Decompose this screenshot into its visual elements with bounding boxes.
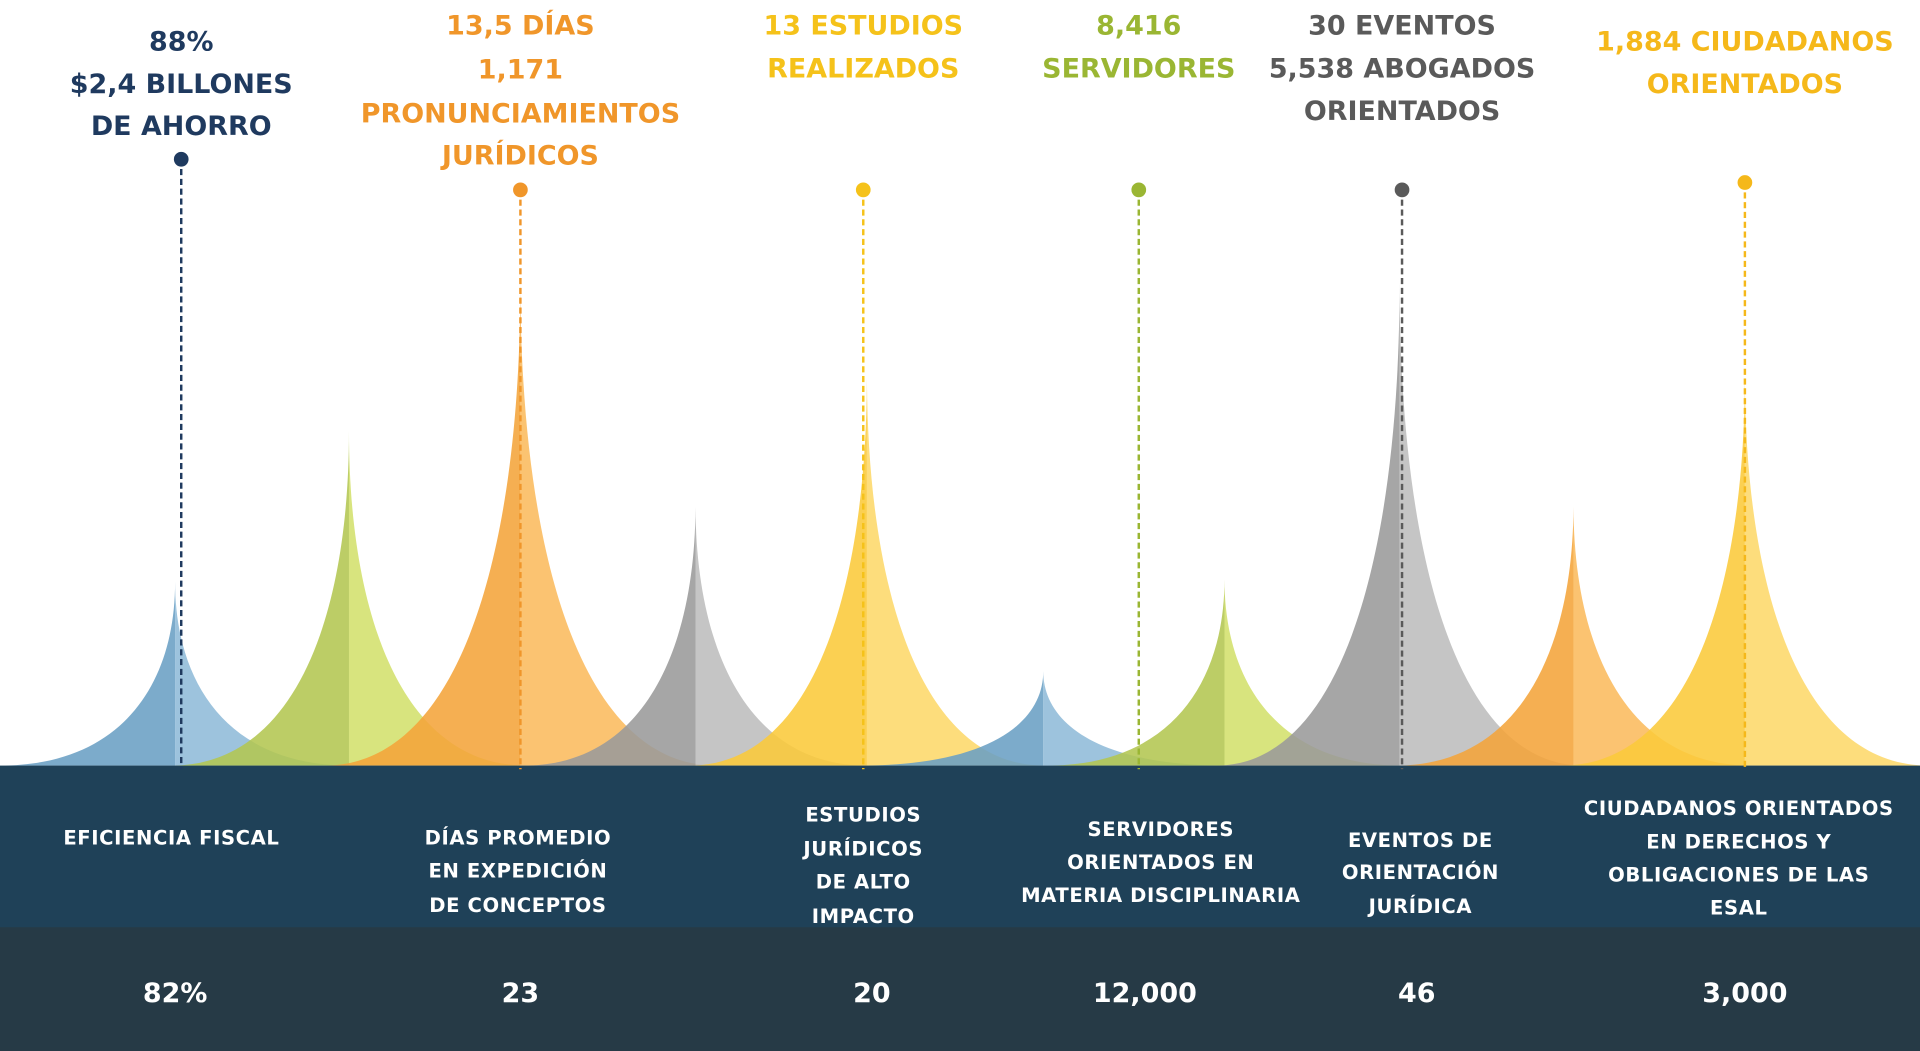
peak-right — [1744, 373, 1920, 766]
value-band — [0, 927, 1920, 1051]
leader-dot — [1394, 182, 1410, 198]
highlight-text: 1,884 CIUDADANOS — [1596, 26, 1893, 57]
value-text: 3,000 — [1702, 978, 1787, 1009]
category-label: EVENTOS DE — [1348, 829, 1493, 852]
highlight-text: $2,4 BILLONES — [70, 69, 293, 100]
highlight-text: 88% — [149, 26, 213, 57]
highlight-text: REALIZADOS — [767, 53, 959, 84]
category-label: DE ALTO — [816, 871, 911, 894]
category-label: ORIENTADOS EN — [1067, 851, 1254, 874]
category-label: DE CONCEPTOS — [429, 894, 606, 917]
category-label: EN EXPEDICIÓN — [428, 859, 607, 883]
peak-right — [1043, 671, 1227, 766]
category-label: CIUDADANOS ORIENTADOS — [1584, 797, 1894, 820]
peak-right — [520, 281, 717, 766]
category-label: EFICIENCIA FISCAL — [63, 827, 279, 850]
peak-right — [1573, 504, 1752, 766]
value-text: 46 — [1398, 978, 1435, 1009]
highlight-text: SERVIDORES — [1042, 53, 1235, 84]
leader-dot — [173, 151, 189, 167]
peak-left — [524, 504, 696, 766]
category-label: SERVIDORES — [1088, 818, 1235, 841]
leader-dot — [1131, 182, 1147, 198]
highlight-text: 8,416 — [1096, 10, 1181, 41]
value-text: 12,000 — [1093, 978, 1197, 1009]
category-label: ESTUDIOS — [805, 803, 921, 826]
category-label: ORIENTACIÓN — [1342, 860, 1499, 884]
value-text: 20 — [853, 978, 890, 1009]
peak-left — [859, 671, 1044, 766]
leader-dot — [855, 182, 871, 198]
highlight-text: ORIENTADOS — [1304, 96, 1500, 127]
category-label: DÍAS PROMEDIO — [425, 827, 612, 850]
highlight-text: ORIENTADOS — [1647, 69, 1843, 100]
peak-right — [175, 581, 351, 766]
label-band — [0, 765, 1920, 929]
category-label: JURÍDICA — [1367, 895, 1473, 918]
content: 88% $2,4 BILLONES DE AHORRO EFICIENCIA FISC… — [63, 9, 1893, 1009]
highlight-text: 1,171 — [478, 55, 563, 86]
peaks — [0, 281, 1920, 766]
category-label: IMPACTO — [812, 905, 915, 928]
peak-left — [324, 281, 521, 766]
peak-right — [1399, 281, 1584, 766]
value-text: 23 — [502, 978, 539, 1009]
peak-right — [348, 431, 527, 766]
peak-left — [1561, 373, 1745, 766]
peak-left — [1046, 579, 1225, 766]
category-label: ESAL — [1710, 896, 1768, 919]
highlight-text: 5,538 ABOGADOS — [1269, 53, 1535, 84]
peak-right — [1224, 579, 1403, 766]
category-label: OBLIGACIONES DE LAS — [1608, 863, 1869, 886]
category-label: JURÍDICOS — [801, 838, 923, 861]
peak-left — [171, 431, 349, 766]
category-label: MATERIA DISCIPLINARIA — [1021, 884, 1301, 907]
peak-right — [866, 373, 1045, 766]
highlight-text: PRONUNCIAMIENTOS — [361, 99, 680, 130]
peak-right — [695, 504, 867, 766]
highlight-text: JURÍDICOS — [440, 139, 599, 171]
peak-left — [0, 581, 176, 766]
peak-left — [1395, 504, 1574, 766]
value-text: 82% — [143, 978, 207, 1009]
highlight-text: 13,5 DÍAS — [446, 9, 594, 41]
peak-left — [689, 373, 867, 766]
highlight-text: 30 EVENTOS — [1308, 10, 1496, 41]
highlight-text: DE AHORRO — [91, 111, 272, 142]
peak-left — [1215, 281, 1400, 766]
leader-dot — [513, 182, 528, 198]
leader-dot — [1737, 175, 1753, 190]
highlight-text: 13 ESTUDIOS — [763, 10, 963, 41]
category-label: EN DERECHOS Y — [1646, 830, 1831, 853]
